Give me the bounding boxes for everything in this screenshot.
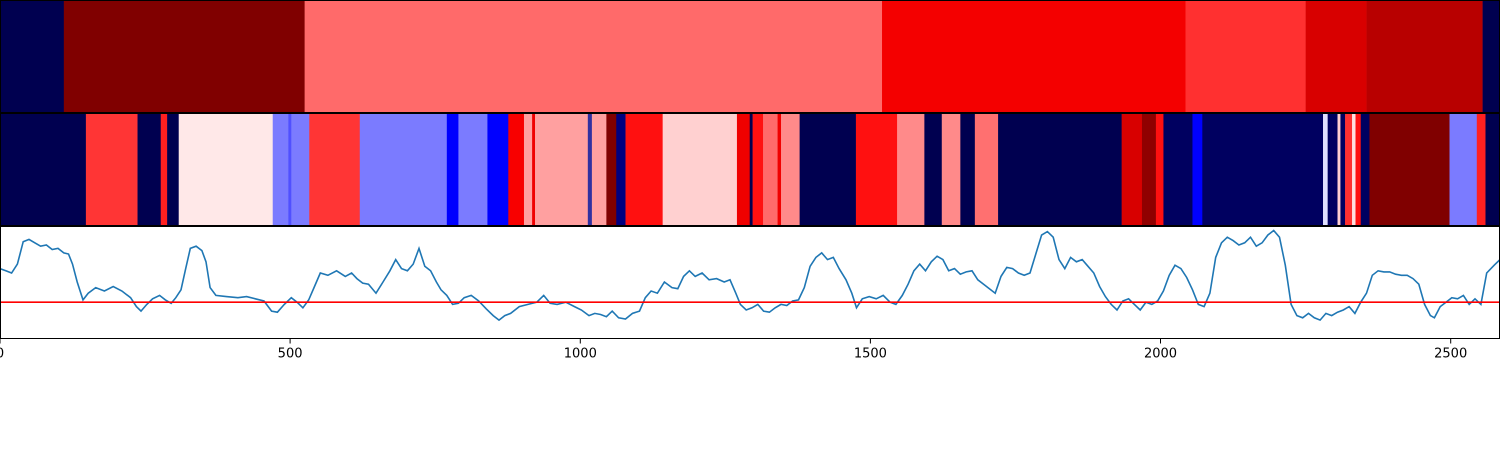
middle-heatmap-segment-6 xyxy=(272,113,289,225)
middle-heatmap-segment-53 xyxy=(1449,113,1478,225)
middle-heatmap-segment-40 xyxy=(1155,113,1164,225)
middle-heatmap-segment-34 xyxy=(941,113,961,225)
middle-heatmap-segment-0 xyxy=(0,113,87,225)
middle-heatmap-segment-42 xyxy=(1192,113,1203,225)
line-panel xyxy=(0,229,1500,322)
middle-heatmap-segment-43 xyxy=(1202,113,1324,225)
middle-heatmap-segment-15 xyxy=(523,113,533,225)
middle-heatmap-segment-36 xyxy=(974,113,999,225)
middle-heatmap-segment-46 xyxy=(1337,113,1341,225)
middle-heatmap-segment-41 xyxy=(1163,113,1193,225)
top-heatmap-segment-1 xyxy=(63,0,305,112)
middle-heatmap-segment-3 xyxy=(160,113,168,225)
middle-heatmap-segment-28 xyxy=(777,113,782,225)
middle-heatmap-segment-19 xyxy=(591,113,607,225)
middle-heatmap-segment-23 xyxy=(662,113,738,225)
middle-heatmap-segment-4 xyxy=(167,113,180,225)
middle-heatmap-segment-32 xyxy=(897,113,925,225)
middle-heatmap-segment-18 xyxy=(587,113,593,225)
middle-heatmap-segment-45 xyxy=(1327,113,1338,225)
middle-heatmap-segment-14 xyxy=(508,113,525,225)
middle-heatmap-segment-37 xyxy=(998,113,1122,225)
middle-heatmap-segment-51 xyxy=(1360,113,1370,225)
middle-heatmap-segment-44 xyxy=(1323,113,1328,225)
top-heatmap-segment-6 xyxy=(1366,0,1483,112)
middle-heatmap-segment-27 xyxy=(763,113,778,225)
middle-heatmap-segment-50 xyxy=(1355,113,1362,225)
middle-heatmap-segment-1 xyxy=(85,113,138,225)
middle-heatmap-segment-22 xyxy=(625,113,663,225)
middle-heatmap-segment-33 xyxy=(924,113,943,225)
middle-heatmap-segment-35 xyxy=(960,113,976,225)
middle-heatmap-segment-38 xyxy=(1121,113,1143,225)
x-tick-label-4: 2000 xyxy=(1144,347,1177,362)
x-tick-label-3: 1500 xyxy=(854,347,887,362)
middle-heatmap-segment-8 xyxy=(291,113,310,225)
middle-heatmap-segment-21 xyxy=(616,113,626,225)
x-tick-label-1: 500 xyxy=(278,347,303,362)
middle-heatmap-segment-29 xyxy=(781,113,800,225)
middle-heatmap-segment-2 xyxy=(137,113,162,225)
signal-line-series xyxy=(0,229,1500,322)
middle-heatmap-segment-20 xyxy=(606,113,617,225)
middle-heatmap-segment-7 xyxy=(288,113,292,225)
middle-heatmap-segment-30 xyxy=(799,113,857,225)
top-heatmap-segment-0 xyxy=(0,0,65,112)
top-heatmap-segment-4 xyxy=(1185,0,1306,112)
top-heatmap-segment-7 xyxy=(1482,0,1500,112)
middle-heatmap-segment-55 xyxy=(1485,113,1500,225)
middle-heatmap-segment-31 xyxy=(855,113,898,225)
top-heatmap-segment-2 xyxy=(304,0,883,112)
middle-heatmap-segment-47 xyxy=(1340,113,1346,225)
top-heatmap-segment-3 xyxy=(882,0,1186,112)
middle-heatmap-segment-17 xyxy=(535,113,589,225)
top-heatmap-panel xyxy=(0,0,1500,112)
middle-heatmap-segment-16 xyxy=(532,113,536,225)
middle-heatmap-segment-12 xyxy=(458,113,488,225)
middle-heatmap-segment-49 xyxy=(1352,113,1356,225)
middle-heatmap-segment-11 xyxy=(446,113,459,225)
x-axis: 0 500 1000 1500 2000 2500 xyxy=(0,338,1467,362)
middle-heatmap-segment-13 xyxy=(487,113,509,225)
top-heatmap-segment-5 xyxy=(1305,0,1367,112)
middle-heatmap-segment-24 xyxy=(736,113,751,225)
middle-heatmap-segment-54 xyxy=(1476,113,1486,225)
middle-heatmap-segment-52 xyxy=(1369,113,1450,225)
x-tick-label-2: 1000 xyxy=(564,347,597,362)
middle-heatmap-segment-39 xyxy=(1141,113,1157,225)
middle-heatmap-segment-10 xyxy=(359,113,448,225)
x-tick-label-0: 0 xyxy=(0,347,4,362)
middle-heatmap-segment-25 xyxy=(749,113,753,225)
middle-heatmap-segment-48 xyxy=(1345,113,1353,225)
middle-heatmap-segment-26 xyxy=(752,113,764,225)
middle-heatmap-segment-9 xyxy=(309,113,361,225)
middle-heatmap-segment-5 xyxy=(178,113,274,225)
middle-heatmap-panel xyxy=(0,113,1500,225)
x-tick-label-5: 2500 xyxy=(1434,347,1467,362)
